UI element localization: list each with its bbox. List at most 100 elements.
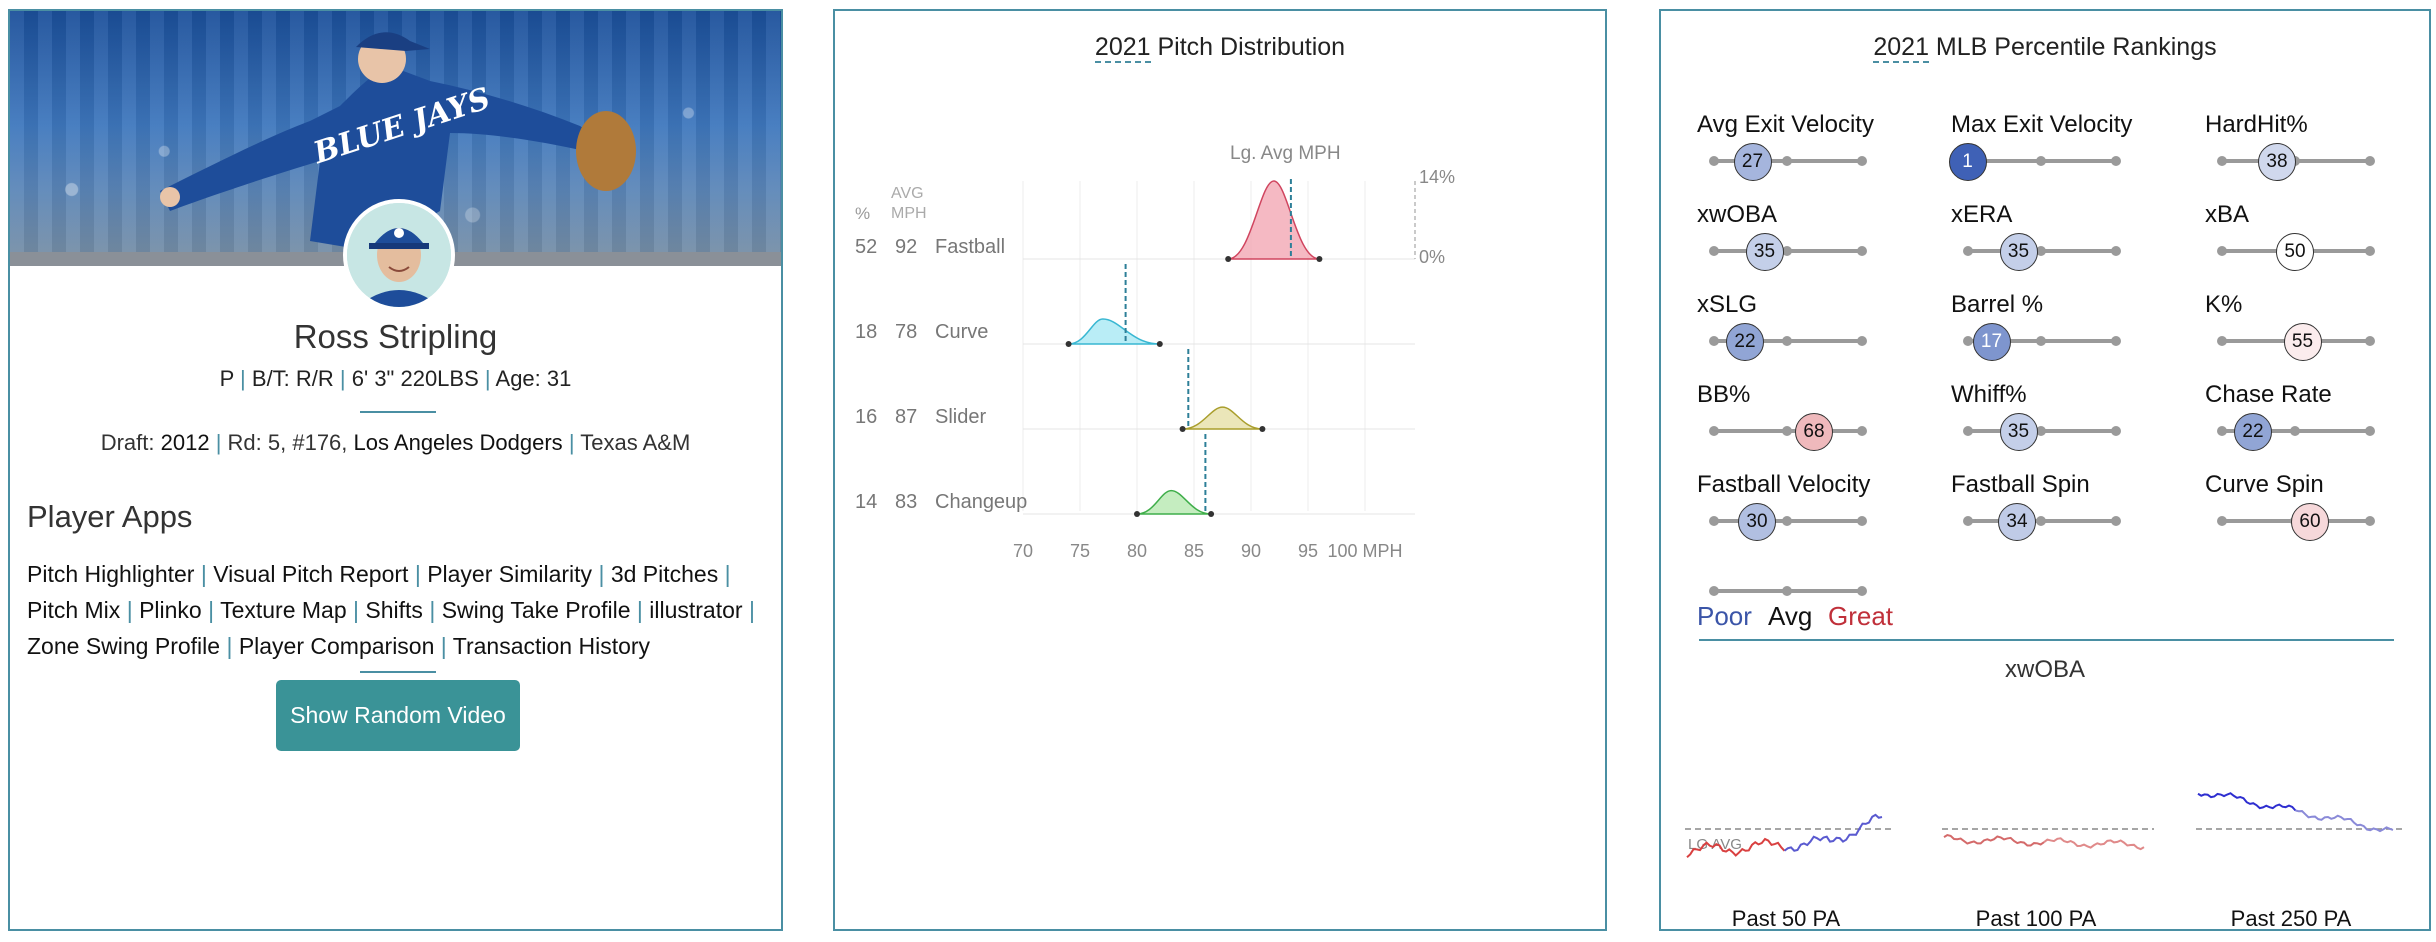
metric-label: Fastball Velocity xyxy=(1697,471,1871,498)
xwoba-trend-line xyxy=(2295,809,2394,833)
xwoba-rolling-title: xwOBA xyxy=(2004,656,2085,683)
metric-label: xBA xyxy=(2205,201,2250,228)
app-link[interactable]: Player Similarity xyxy=(427,561,593,587)
separator: | xyxy=(440,633,447,659)
separator: | xyxy=(636,597,643,623)
percentile-metric: xSLG 22 xyxy=(1697,291,1897,371)
separator: | xyxy=(226,633,233,659)
percentile-bubble[interactable]: 60 xyxy=(2291,503,2329,541)
track-tick xyxy=(1963,426,1973,436)
avg-header: AVG xyxy=(891,185,924,202)
player-draft: Draft: 2012 | Rd: 5, #176, Los Angeles D… xyxy=(100,430,691,455)
track-tick xyxy=(2036,156,2046,166)
track-tick xyxy=(1857,156,1867,166)
app-link[interactable]: Player Comparison xyxy=(238,633,435,659)
app-link[interactable]: Visual Pitch Report xyxy=(213,561,409,587)
separator: | xyxy=(208,597,215,623)
app-link[interactable]: Swing Take Profile xyxy=(441,597,631,623)
app-link[interactable]: Shifts xyxy=(365,597,423,623)
track-tick xyxy=(2365,156,2375,166)
pitch-name: Changeup xyxy=(935,491,1027,513)
percentile-metric: BB% 68 xyxy=(1697,381,1897,461)
percentile-rankings-card: 2021 MLB Percentile Rankings Avg Exit Ve… xyxy=(1659,9,2431,931)
percentile-bubble[interactable]: 35 xyxy=(1999,413,2038,451)
percentile-bubble[interactable]: 35 xyxy=(1999,233,2038,271)
percentile-bubble[interactable]: 30 xyxy=(1738,503,1776,541)
track-tick xyxy=(1709,246,1719,256)
draft-team: Los Angeles Dodgers xyxy=(353,430,563,455)
percentile-bubble[interactable]: 27 xyxy=(1733,143,1772,181)
app-link[interactable]: Transaction History xyxy=(452,633,651,659)
separator: | xyxy=(598,561,605,587)
pitch-pct: 16 xyxy=(855,406,877,428)
college: Texas A&M xyxy=(580,430,691,455)
percentile-metric: Whiff% 35 xyxy=(1951,381,2151,461)
legend-scale xyxy=(1697,549,1897,629)
track-tick xyxy=(2036,516,2046,526)
legend-poor: Poor xyxy=(1697,601,1752,631)
app-link[interactable]: Pitch Mix xyxy=(27,597,121,623)
app-link[interactable]: Pitch Highlighter xyxy=(27,561,195,587)
track-tick xyxy=(1782,246,1792,256)
metric-label: Fastball Spin xyxy=(1951,471,2090,498)
separator: | xyxy=(748,597,755,623)
scale-top-label: 14% xyxy=(1419,167,1455,187)
separator: | xyxy=(724,561,731,587)
separator: | xyxy=(414,561,421,587)
metric-label: Avg Exit Velocity xyxy=(1697,111,1874,138)
player-avatar xyxy=(343,199,455,311)
pitch-name: Curve xyxy=(935,321,988,343)
app-link[interactable]: 3d Pitches xyxy=(610,561,719,587)
percentile-bubble[interactable]: 68 xyxy=(1795,413,1833,451)
separator: | xyxy=(353,597,360,623)
track-tick xyxy=(1857,336,1867,346)
spark-label-50: Past 50 PA xyxy=(1731,906,1841,931)
player-age: Age: 31 xyxy=(495,366,572,391)
percentile-bubble[interactable]: 22 xyxy=(1726,323,1764,361)
divider xyxy=(1699,639,2394,641)
x-tick-label: 100 MPH xyxy=(1327,541,1402,561)
percentile-bubble[interactable]: 34 xyxy=(1998,503,2036,541)
track-tick xyxy=(2111,156,2121,166)
pitch-mph: 92 xyxy=(895,236,917,258)
track-tick xyxy=(2111,516,2121,526)
percentile-bubble[interactable]: 55 xyxy=(2283,323,2322,361)
xwoba-trend-line xyxy=(2197,792,2297,812)
percentile-bubble[interactable]: 22 xyxy=(2234,413,2272,451)
percentile-metric: Fastball Spin 34 xyxy=(1951,471,2151,551)
pitch-pct: 18 xyxy=(855,321,877,343)
percentile-bubble[interactable]: 38 xyxy=(2258,143,2296,181)
pitch-density-curve xyxy=(1136,489,1212,515)
percentile-bubble[interactable]: 35 xyxy=(1745,233,1784,271)
player-position: P xyxy=(219,366,234,391)
curve-end-point xyxy=(1065,341,1072,347)
metric-label: xSLG xyxy=(1697,291,1758,318)
app-link[interactable]: Plinko xyxy=(139,597,202,623)
xwoba-trend-line xyxy=(2043,837,2145,851)
track-tick xyxy=(2036,246,2046,256)
track-tick xyxy=(1857,426,1867,436)
show-random-video-button[interactable]: Show Random Video xyxy=(276,680,520,751)
track-tick xyxy=(1782,156,1792,166)
app-link[interactable]: illustrator xyxy=(649,597,743,623)
x-tick-label: 90 xyxy=(1241,541,1261,561)
metric-label: BB% xyxy=(1697,381,1751,408)
percentile-bubble[interactable]: 1 xyxy=(1948,143,1987,181)
metric-label: HardHit% xyxy=(2205,111,2308,138)
pitch-mph: 87 xyxy=(895,406,917,428)
xwoba-rolling-charts: LG AVG xyxy=(1685,792,2403,859)
track-tick xyxy=(2217,246,2227,256)
track-tick xyxy=(1782,426,1792,436)
track-tick xyxy=(2217,516,2227,526)
percentile-metric: Fastball Velocity 30 xyxy=(1697,471,1897,551)
percentile-rankings-title: 2021 MLB Percentile Rankings xyxy=(1873,33,2217,63)
pitch-density-curve xyxy=(1068,318,1160,345)
app-link[interactable]: Texture Map xyxy=(220,597,347,623)
player-action-photo: BLUE JAYS xyxy=(10,11,781,266)
percentile-bubble[interactable]: 50 xyxy=(2276,233,2314,271)
x-tick-label: 85 xyxy=(1184,541,1204,561)
app-link[interactable]: Zone Swing Profile xyxy=(27,633,221,659)
curve-end-point xyxy=(1259,426,1266,432)
track-tick xyxy=(2217,426,2227,436)
percentile-bubble[interactable]: 17 xyxy=(1972,323,2011,361)
